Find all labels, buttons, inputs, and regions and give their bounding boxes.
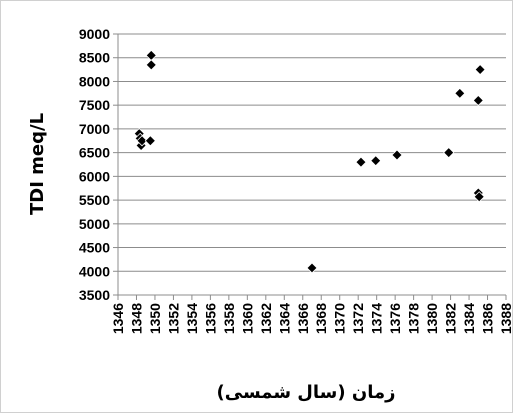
data-point-0-16 — [473, 191, 485, 203]
data-point-0-14 — [474, 64, 486, 76]
x-tick-label-1352: 1352 — [165, 303, 181, 334]
grid-lines — [118, 33, 506, 296]
y-tick-label-7000: 7000 — [79, 121, 110, 137]
x-tick-label-1368: 1368 — [313, 303, 329, 334]
axes — [113, 33, 507, 300]
x-tick-label-1350: 1350 — [147, 303, 163, 334]
x-tick-label-1376: 1376 — [387, 303, 403, 334]
x-tick-label-1382: 1382 — [443, 303, 459, 334]
x-tick-label-1360: 1360 — [239, 303, 255, 334]
y-tick-label-3500: 3500 — [79, 287, 110, 303]
y-tick-label-5500: 5500 — [79, 192, 110, 208]
x-tick-label-1370: 1370 — [332, 303, 348, 334]
data-point-0-8 — [355, 156, 367, 168]
x-tick-label-1386: 1386 — [480, 303, 496, 334]
y-tick-label-4500: 4500 — [79, 240, 110, 256]
x-tick-label-1366: 1366 — [295, 303, 311, 334]
y-tick-label-7500: 7500 — [79, 97, 110, 113]
x-tick-label-1346: 1346 — [110, 303, 126, 334]
data-points — [133, 49, 486, 274]
x-tick-label-1388: 1388 — [498, 303, 512, 334]
x-tick-label-1380: 1380 — [424, 303, 440, 334]
data-point-0-7 — [306, 262, 318, 274]
data-point-0-12 — [454, 87, 466, 99]
x-tick-label-1356: 1356 — [202, 303, 218, 334]
y-tick-label-8000: 8000 — [79, 73, 110, 89]
x-tick-label-1374: 1374 — [369, 303, 385, 334]
data-point-0-10 — [391, 149, 403, 161]
y-tick-label-6500: 6500 — [79, 145, 110, 161]
data-point-0-6 — [145, 59, 157, 71]
x-tick-label-1354: 1354 — [184, 303, 200, 334]
y-axis-title: TDI meq/L — [27, 113, 48, 215]
data-point-0-13 — [472, 94, 484, 107]
x-tick-label-1378: 1378 — [406, 303, 422, 334]
x-tick-label-1358: 1358 — [221, 303, 237, 334]
y-tick-label-8500: 8500 — [79, 50, 110, 66]
y-tick-label-9000: 9000 — [79, 26, 110, 42]
x-tick-label-1364: 1364 — [276, 303, 292, 334]
data-point-0-3 — [136, 135, 148, 147]
data-point-0-5 — [145, 49, 157, 61]
data-point-0-9 — [370, 155, 382, 167]
y-tick-label-6000: 6000 — [79, 168, 110, 184]
y-tick-labels: 3500 4000 4500 5000 5500 6000 6500 7000 7500 8000… — [79, 26, 110, 303]
x-tick-label-1384: 1384 — [461, 303, 477, 334]
x-axis-title: زمان (سال شمسی) — [217, 382, 396, 403]
data-point-0-11 — [443, 147, 455, 159]
x-tick-label-1372: 1372 — [350, 303, 366, 334]
y-tick-label-4000: 4000 — [79, 263, 110, 279]
x-tick-label-1362: 1362 — [258, 303, 274, 334]
data-point-0-4 — [144, 135, 156, 147]
x-tick-label-1348: 1348 — [128, 303, 144, 334]
x-tick-labels: 1346 1348 1350 1352 1354 1356 1358 1360 1362 1364… — [110, 303, 512, 334]
y-tick-label-5000: 5000 — [79, 216, 110, 232]
